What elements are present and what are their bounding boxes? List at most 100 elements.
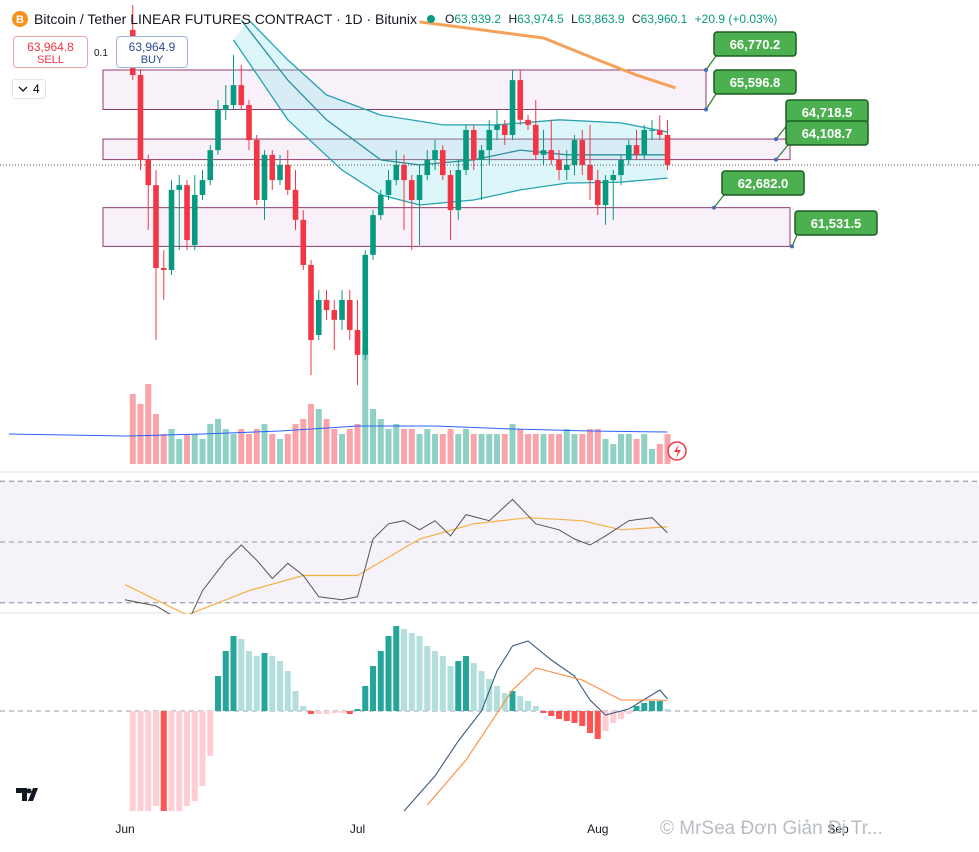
macd-histogram-bar <box>191 711 198 801</box>
level-anchor <box>712 205 716 210</box>
macd-histogram-bar <box>300 706 307 711</box>
candle-body <box>594 180 601 206</box>
overlay-layer: Jun Jul Aug Sep 66,770.2 65,596.8 64,718.5 64,1… <box>0 31 979 836</box>
volume-bar <box>269 434 276 464</box>
candle-body <box>300 219 307 265</box>
macd-histogram-bar <box>269 656 276 711</box>
level-label-box <box>721 170 805 196</box>
macd-histogram-bar <box>633 706 640 711</box>
candle-body <box>540 150 547 155</box>
buy-button[interactable]: 63,964.9 BUY <box>116 36 188 68</box>
volume-bar <box>610 444 617 464</box>
overlay-line <box>232 39 668 206</box>
macd-histogram-bar <box>160 711 167 811</box>
volume-bar <box>377 419 384 464</box>
candle-body <box>292 189 299 220</box>
candle-body <box>486 129 493 151</box>
volume-bar <box>393 424 400 464</box>
macd-histogram-bar <box>339 711 346 713</box>
candle-body <box>377 194 384 216</box>
candle-body <box>439 150 446 176</box>
volume-bar <box>308 404 315 464</box>
rsi-ma <box>124 517 668 614</box>
sell-price: 63,964.8 <box>27 40 74 54</box>
ohlc-key: O <box>445 12 455 26</box>
level-label-box <box>794 210 878 236</box>
macd-histogram-bar <box>649 701 656 711</box>
candle-body <box>308 264 314 341</box>
volume-bar <box>160 434 167 464</box>
candle-body <box>416 175 423 200</box>
ohlc-key: H <box>508 12 518 26</box>
candle-body <box>579 140 586 165</box>
alert-icon[interactable] <box>667 441 687 461</box>
volume-bar <box>277 439 284 464</box>
candle-body <box>362 254 369 355</box>
macd-histogram-bar <box>447 666 454 711</box>
macd-histogram-bar <box>370 666 377 711</box>
candle-body <box>323 299 330 311</box>
status-dot <box>427 15 436 23</box>
candle-body <box>277 164 283 181</box>
macd-histogram-bar <box>556 711 563 719</box>
macd-line <box>403 640 668 812</box>
chevron <box>18 86 28 92</box>
volume-bar <box>579 434 586 464</box>
sell-button[interactable]: 63,964.8 SELL <box>13 36 88 68</box>
ohlc-value: 63,863.9 <box>577 12 625 26</box>
macd-histogram-bar <box>253 656 260 711</box>
volume-bar <box>253 429 260 464</box>
volume-bar <box>137 404 144 464</box>
volume-bar <box>455 434 462 464</box>
volume-bar <box>191 434 198 464</box>
macd-histogram-bar <box>222 651 229 711</box>
bitcoin-icon: B <box>12 11 28 27</box>
macd-histogram-bar <box>532 706 539 711</box>
volume-bar <box>478 434 485 464</box>
volume-ma <box>8 425 668 437</box>
volume-bar <box>207 424 214 464</box>
candle-body <box>625 145 632 160</box>
macd-histogram-bar <box>548 711 555 716</box>
volume-bar <box>215 419 222 464</box>
volume-bar <box>656 444 663 464</box>
candle-body <box>199 180 206 195</box>
svg-text:B: B <box>16 14 24 26</box>
candle-body <box>222 105 229 111</box>
volume-bar <box>525 434 532 464</box>
macd-histogram-bar <box>424 646 431 711</box>
overlay-line <box>419 20 676 90</box>
macd-histogram-bar <box>377 651 384 711</box>
volume-bar <box>432 434 439 464</box>
volume-bar <box>501 434 508 464</box>
rsi-line <box>124 498 668 614</box>
change: +20.9 (+0.03%) <box>694 12 778 26</box>
volume-bar <box>416 434 423 464</box>
macd-pane <box>0 626 979 812</box>
ohlc-value: 63,939.2 <box>454 12 502 26</box>
macd-histogram-bar <box>618 711 625 719</box>
volume-bar <box>230 434 237 464</box>
quantity[interactable]: 0.1 <box>94 48 108 59</box>
macd-histogram-bar <box>215 676 222 711</box>
price-zone <box>102 69 707 111</box>
macd-histogram-bar <box>563 711 570 721</box>
macd-histogram-bar <box>354 709 361 711</box>
candle-body <box>633 145 640 155</box>
level-connector <box>705 55 717 71</box>
volume-bar <box>238 429 245 464</box>
macd-histogram-bar <box>571 711 578 723</box>
candle-body <box>153 185 159 268</box>
macd-histogram-bar <box>401 629 408 711</box>
macd-histogram-bar <box>656 701 663 711</box>
candle-body <box>191 194 198 246</box>
volume-bar <box>339 434 346 464</box>
volume-bar <box>424 429 431 464</box>
macd-histogram-bar <box>432 651 439 711</box>
volume-bar <box>517 429 524 464</box>
indicator-toggle[interactable]: 4 <box>12 79 46 99</box>
volume-bar <box>315 409 322 464</box>
volume-bar <box>184 434 191 464</box>
candle-body <box>401 164 407 181</box>
